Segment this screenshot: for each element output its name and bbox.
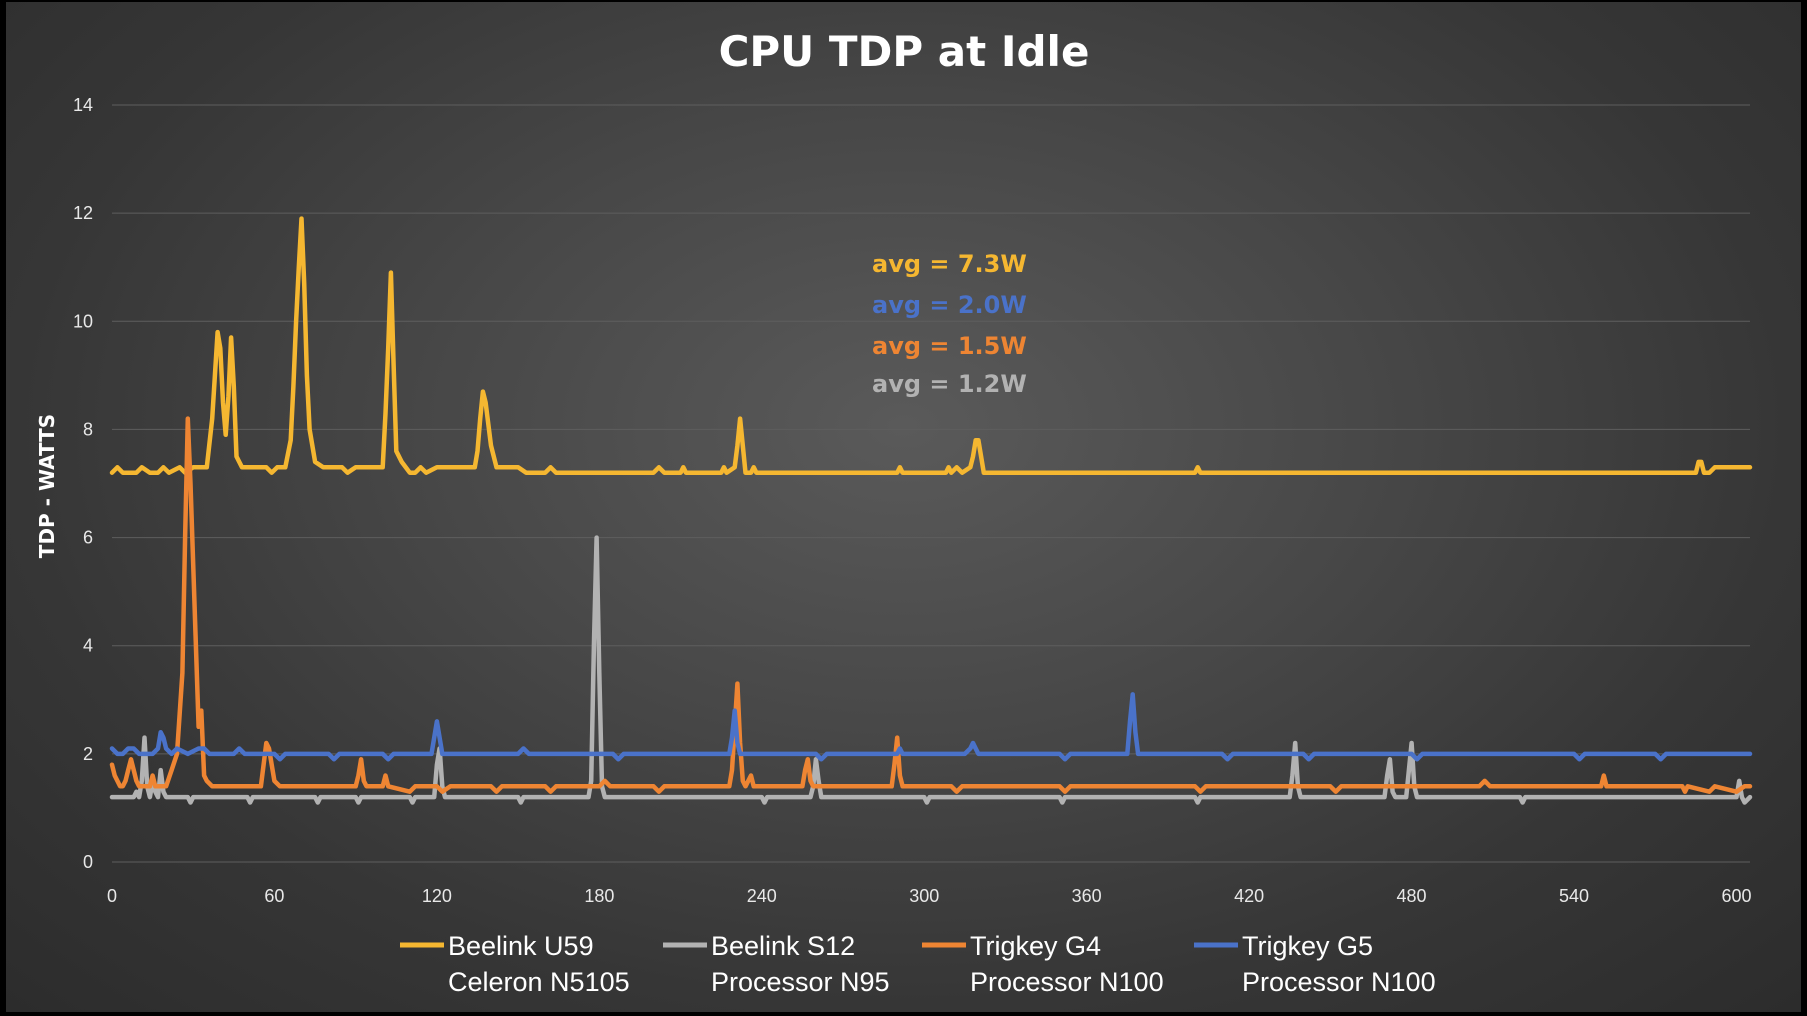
x-tick-label: 600 xyxy=(1721,886,1751,906)
y-tick-label: 6 xyxy=(83,528,93,548)
legend-series-subtitle: Processor N95 xyxy=(711,967,890,997)
y-tick-label: 14 xyxy=(73,95,93,115)
x-tick-label: 300 xyxy=(909,886,939,906)
legend-series-subtitle: Celeron N5105 xyxy=(448,967,630,997)
x-tick-label: 420 xyxy=(1234,886,1264,906)
x-tick-label: 180 xyxy=(584,886,614,906)
legend-entry: Trigkey G4 Processor N100 xyxy=(922,931,1164,997)
legend-entry: Trigkey G5 Processor N100 xyxy=(1194,931,1436,997)
legend-series-name: Beelink U59 xyxy=(448,931,594,961)
legend-series-name: Trigkey G5 xyxy=(1242,931,1373,961)
y-axis-label: TDP - WATTS xyxy=(35,414,59,558)
gridlines xyxy=(112,104,1750,863)
x-tick-label: 0 xyxy=(107,886,117,906)
legend-series-name: Trigkey G4 xyxy=(970,931,1101,961)
series-line-beelink-s12 xyxy=(109,535,1753,805)
legend-entry: Beelink S12 Processor N95 xyxy=(663,931,890,997)
x-tick-label: 120 xyxy=(422,886,452,906)
legend-series-subtitle: Processor N100 xyxy=(970,967,1164,997)
chart-title: CPU TDP at Idle xyxy=(719,27,1090,76)
series-line-trigkey-g4 xyxy=(109,416,1753,794)
y-tick-label: 4 xyxy=(83,636,93,656)
x-tick-label: 480 xyxy=(1397,886,1427,906)
x-tick-label: 60 xyxy=(264,886,284,906)
y-tick-label: 12 xyxy=(73,203,93,223)
x-tick-label: 240 xyxy=(747,886,777,906)
y-axis-ticks: 0 2 4 6 8 10 12 14 xyxy=(73,95,93,872)
y-tick-label: 8 xyxy=(83,419,93,439)
average-annotations: avg = 7.3W avg = 2.0W avg = 1.5W avg = 1.2W xyxy=(872,250,1027,398)
series-line-trigkey-g5 xyxy=(109,692,1753,762)
series-line-beelink-u59 xyxy=(109,216,1753,475)
x-tick-label: 540 xyxy=(1559,886,1589,906)
line-chart: CPU TDP at Idle 0 2 4 6 8 10 12 14 0 60 120 180 240… xyxy=(35,27,1753,997)
y-tick-label: 2 xyxy=(83,744,93,764)
legend-series-name: Beelink S12 xyxy=(711,931,855,961)
average-annotation: avg = 1.2W xyxy=(872,370,1027,398)
average-annotation: avg = 2.0W xyxy=(872,291,1027,319)
series-lines xyxy=(109,216,1753,805)
y-tick-label: 0 xyxy=(83,852,93,872)
legend: Beelink U59 Celeron N5105 Beelink S12 Proce… xyxy=(400,931,1436,997)
average-annotation: avg = 7.3W xyxy=(872,250,1027,278)
legend-entry: Beelink U59 Celeron N5105 xyxy=(400,931,630,997)
x-axis-ticks: 0 60 120 180 240 300 360 420 480 540 600 xyxy=(107,886,1751,906)
y-tick-label: 10 xyxy=(73,311,93,331)
legend-series-subtitle: Processor N100 xyxy=(1242,967,1436,997)
x-tick-label: 360 xyxy=(1072,886,1102,906)
average-annotation: avg = 1.5W xyxy=(872,332,1027,360)
chart-frame: CPU TDP at Idle 0 2 4 6 8 10 12 14 0 60 120 180 240… xyxy=(6,2,1801,1012)
